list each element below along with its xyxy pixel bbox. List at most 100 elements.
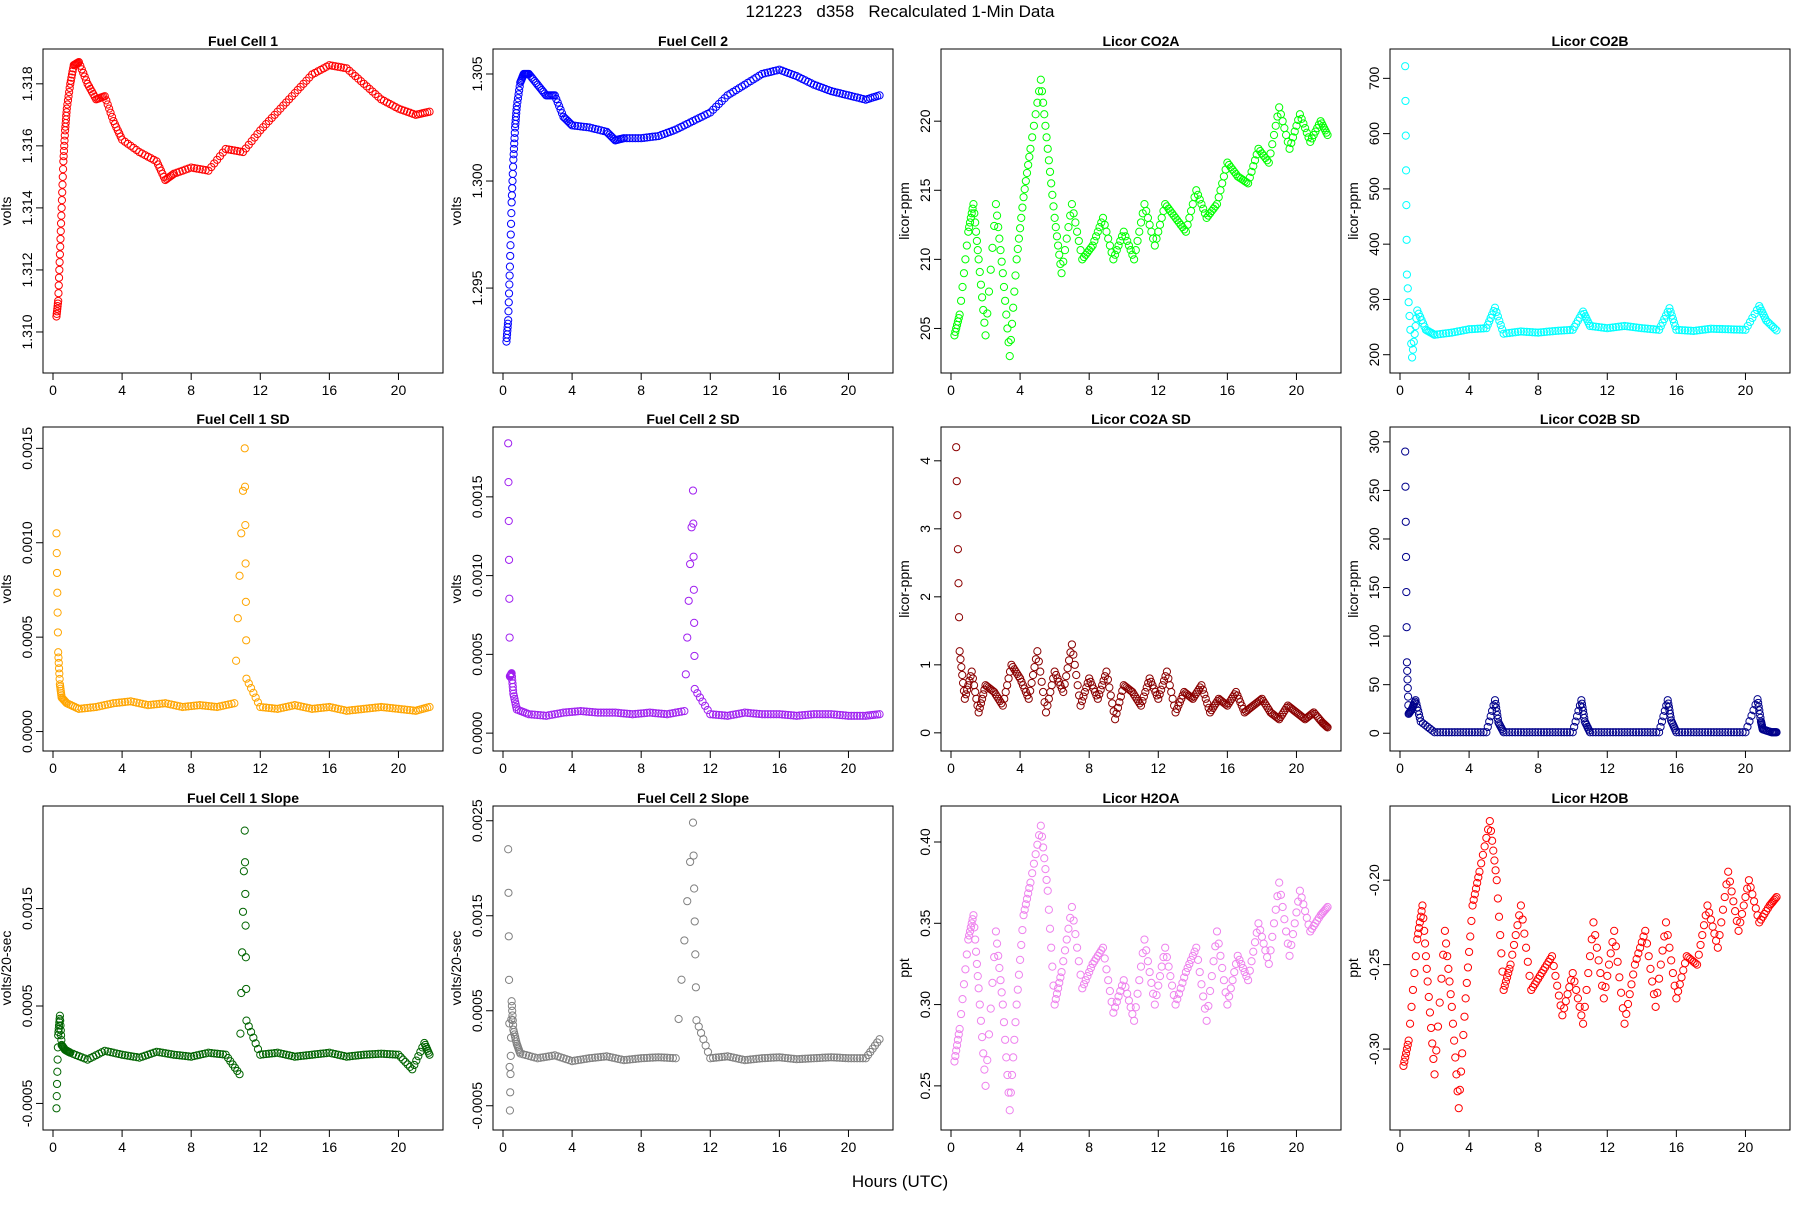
interpolated-point	[1093, 227, 1102, 236]
y-axis-label: volts/20-sec	[448, 931, 464, 1006]
interpolated-point	[224, 145, 233, 154]
interpolated-point	[1528, 328, 1537, 337]
data-point	[1490, 303, 1500, 312]
data-point	[981, 1081, 990, 1090]
interpolated-point	[1287, 138, 1296, 148]
interpolated-point	[1545, 728, 1554, 737]
data-point	[169, 1050, 179, 1059]
interpolated-point	[1250, 156, 1260, 165]
interpolated-point	[293, 701, 302, 710]
interpolated-point	[619, 709, 629, 718]
interpolated-point	[690, 884, 699, 893]
interpolated-point	[362, 1050, 371, 1059]
data-point	[1516, 901, 1526, 910]
interpolated-point	[1471, 884, 1481, 893]
data-point	[1603, 728, 1612, 737]
interpolated-point	[651, 1053, 660, 1062]
interpolated-point	[795, 1054, 804, 1064]
interpolated-point	[1401, 96, 1410, 106]
interpolated-point	[1028, 133, 1037, 142]
data-point	[1603, 324, 1612, 333]
x-tick-label: 20	[1289, 382, 1305, 398]
interpolated-point	[1505, 728, 1514, 737]
interpolated-point	[1470, 728, 1479, 737]
interpolated-point	[995, 234, 1004, 243]
data-point	[1098, 943, 1108, 952]
data-point	[273, 704, 282, 714]
interpolated-point	[530, 710, 539, 719]
interpolated-point	[579, 1055, 588, 1064]
data-point	[161, 699, 170, 708]
interpolated-point	[1195, 683, 1205, 692]
interpolated-point	[1539, 327, 1549, 337]
interpolated-point	[1207, 972, 1216, 981]
interpolated-point	[832, 1053, 842, 1062]
interpolated-point	[201, 1049, 210, 1058]
interpolated-point	[983, 1056, 992, 1065]
y-tick-label: 1.300	[469, 163, 485, 198]
interpolated-point	[264, 703, 274, 713]
interpolated-point	[107, 112, 117, 122]
interpolated-point	[980, 1065, 989, 1074]
interpolated-point	[56, 242, 65, 251]
interpolated-point	[97, 701, 107, 710]
interpolated-point	[164, 699, 173, 708]
interpolated-point	[215, 702, 225, 711]
interpolated-point	[1473, 878, 1482, 888]
interpolated-point	[1522, 327, 1531, 336]
data-point	[1516, 728, 1526, 737]
interpolated-point	[582, 1054, 591, 1063]
interpolated-point	[835, 1053, 844, 1062]
y-tick-label: 200	[1366, 527, 1382, 551]
data-point	[706, 710, 715, 719]
data-point	[325, 1048, 334, 1057]
interpolated-point	[336, 1051, 345, 1060]
interpolated-point	[1732, 325, 1741, 334]
x-tick-label: 0	[1396, 1139, 1404, 1155]
interpolated-point	[806, 710, 816, 719]
interpolated-point	[804, 1054, 813, 1063]
interpolated-point	[1006, 1088, 1015, 1097]
interpolated-point	[1444, 964, 1453, 973]
interpolated-point	[1292, 908, 1301, 917]
data-point	[723, 711, 732, 720]
interpolated-point	[284, 1051, 294, 1060]
interpolated-point	[1002, 310, 1011, 319]
interpolated-point	[267, 1049, 276, 1058]
data-point	[809, 1054, 819, 1063]
data-point	[325, 702, 334, 712]
x-tick-label: 4	[1465, 1139, 1473, 1155]
data-point	[1033, 647, 1042, 656]
interpolated-point	[1218, 963, 1227, 973]
interpolated-point	[189, 1051, 199, 1061]
interpolated-point	[962, 241, 971, 250]
interpolated-point	[1105, 986, 1115, 996]
interpolated-point	[588, 1053, 597, 1063]
interpolated-point	[54, 653, 63, 662]
data-point	[1205, 708, 1215, 717]
interpolated-point	[709, 710, 718, 719]
panel-title: Licor CO2A	[1102, 33, 1179, 49]
data-point	[509, 155, 518, 164]
interpolated-point	[648, 1053, 657, 1062]
interpolated-point	[1209, 957, 1218, 966]
interpolated-point	[1703, 324, 1713, 334]
data-point	[342, 706, 351, 715]
interpolated-point	[374, 1049, 383, 1059]
interpolated-point	[506, 219, 516, 228]
interpolated-point	[238, 486, 248, 495]
interpolated-point	[1748, 890, 1757, 899]
y-tick-label: 3	[917, 525, 933, 533]
interpolated-point	[695, 693, 705, 702]
interpolated-point	[192, 164, 202, 173]
data-point	[740, 1056, 749, 1065]
interpolated-point	[717, 711, 726, 720]
interpolated-point	[958, 670, 967, 680]
interpolated-point	[322, 1048, 331, 1058]
interpolated-point	[963, 685, 972, 694]
interpolated-point	[821, 1053, 830, 1062]
interpolated-point	[1678, 728, 1687, 737]
interpolated-point	[637, 709, 646, 718]
interpolated-point	[507, 191, 517, 200]
interpolated-point	[986, 1004, 995, 1013]
